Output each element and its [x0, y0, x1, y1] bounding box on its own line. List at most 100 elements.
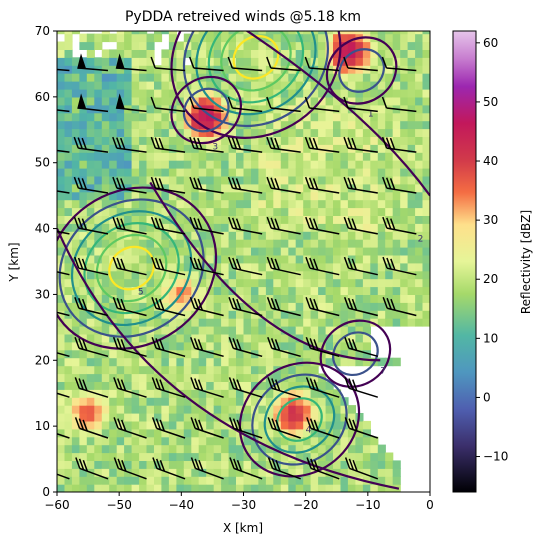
contour-line	[319, 319, 392, 388]
contour-label: 5	[138, 287, 144, 297]
wind-barb	[266, 136, 301, 153]
contour-label: 7	[380, 366, 386, 376]
wind-barb	[190, 337, 224, 358]
wind-barb	[73, 136, 109, 153]
contour-line	[95, 233, 168, 303]
contour-line	[182, 87, 230, 133]
wind-barb	[343, 176, 378, 194]
wind-barb	[57, 311, 70, 317]
colorbar-tick-label: 20	[483, 272, 498, 286]
wind-barb	[112, 216, 147, 235]
contour-label: 1	[368, 110, 374, 120]
wind-barb	[227, 176, 263, 194]
wind-barb	[189, 136, 224, 153]
wind-barb	[382, 256, 417, 276]
wind-barb	[151, 337, 186, 358]
contour-line	[263, 385, 336, 454]
wind-barb	[382, 176, 417, 194]
wind-barb	[150, 216, 186, 235]
wind-barb	[267, 457, 301, 480]
wind-barb	[73, 216, 109, 235]
wind-barb	[57, 432, 70, 439]
wind-barb	[189, 296, 224, 317]
colorbar-tick-label: 0	[483, 390, 491, 404]
wind-barb	[190, 377, 224, 398]
plot-area: 1 2 3 4 5 7	[57, 31, 430, 492]
wind-barb	[57, 473, 70, 480]
wind-barb	[304, 96, 340, 113]
colorbar-gradient	[452, 30, 477, 493]
wind-barb	[57, 352, 70, 358]
x-axis-label: X [km]	[223, 521, 263, 535]
wind-barb	[343, 216, 378, 235]
wind-barb	[228, 377, 263, 398]
wind-barb	[74, 337, 109, 358]
colorbar-tick-label: 30	[483, 213, 498, 227]
wind-barb	[77, 53, 109, 72]
wind-barb	[305, 216, 340, 235]
colorbar-tick-label: 10	[483, 331, 498, 345]
x-tick-label: −40	[169, 498, 194, 512]
wind-barb	[344, 337, 378, 358]
wind-barb	[343, 136, 378, 153]
colorbar: −10 0 10 20 30 40 50 60 Reflectivity [dBZ]	[452, 30, 533, 493]
wind-barb	[189, 256, 224, 276]
wind-barb	[266, 216, 301, 235]
wind-barb	[266, 256, 301, 276]
wind-barb	[112, 176, 147, 194]
contour-line	[276, 397, 323, 442]
wind-barb	[150, 136, 186, 153]
wind-barb	[305, 337, 340, 358]
wind-barb	[304, 136, 340, 153]
wind-barb	[343, 96, 378, 113]
wind-barb	[343, 256, 378, 276]
wind-barb	[382, 296, 417, 317]
y-tick-label: 30	[35, 287, 50, 301]
wind-barb	[228, 296, 263, 317]
wind-barb	[150, 96, 186, 113]
x-tick-label: −60	[44, 498, 69, 512]
contour-label: 2	[418, 235, 424, 245]
wind-barb	[115, 93, 147, 113]
wind-barb	[306, 457, 340, 480]
colorbar-tick-label: −10	[483, 450, 508, 464]
wind-barb	[382, 216, 417, 235]
wind-barb	[266, 296, 301, 317]
y-axis: 0 10 20 30 40 50 60 70	[35, 24, 57, 499]
chart-title: PyDDA retreived winds @5.18 km	[125, 9, 361, 25]
contour-line	[220, 31, 292, 92]
x-tick-label: −10	[355, 498, 380, 512]
wind-barb	[57, 149, 70, 153]
wind-barb	[228, 256, 263, 276]
y-tick-label: 70	[35, 24, 50, 38]
wind-barb	[152, 457, 186, 480]
wind-barb	[189, 96, 224, 113]
colorbar-ticks: −10 0 10 20 30 40 50 60	[476, 36, 508, 464]
wind-barb	[57, 271, 70, 276]
wind-barb	[344, 457, 379, 480]
wind-barb	[229, 457, 263, 480]
wind-barb	[304, 56, 340, 72]
wind-barb	[151, 377, 186, 398]
contour-line	[232, 35, 280, 80]
wind-barb	[305, 296, 340, 317]
x-axis: −60 −50 −40 −30 −20 −10 0	[44, 492, 434, 512]
wind-barb	[227, 216, 263, 235]
wind-barb	[343, 296, 378, 317]
wind-barb	[74, 296, 109, 317]
wind-barb	[305, 256, 340, 276]
wind-barb	[343, 56, 378, 72]
wind-barb	[112, 296, 147, 317]
wind-barb	[151, 417, 186, 439]
wind-barb	[57, 109, 70, 113]
x-tick-label: −50	[107, 498, 132, 512]
wind-barb	[115, 53, 147, 72]
wind-barb	[151, 296, 186, 317]
colorbar-tick-label: 50	[483, 95, 498, 109]
colorbar-tick-label: 60	[483, 36, 498, 50]
wind-barb	[151, 256, 186, 276]
wind-barb	[306, 417, 340, 439]
wind-barb	[227, 56, 263, 72]
wind-barb	[75, 457, 109, 480]
